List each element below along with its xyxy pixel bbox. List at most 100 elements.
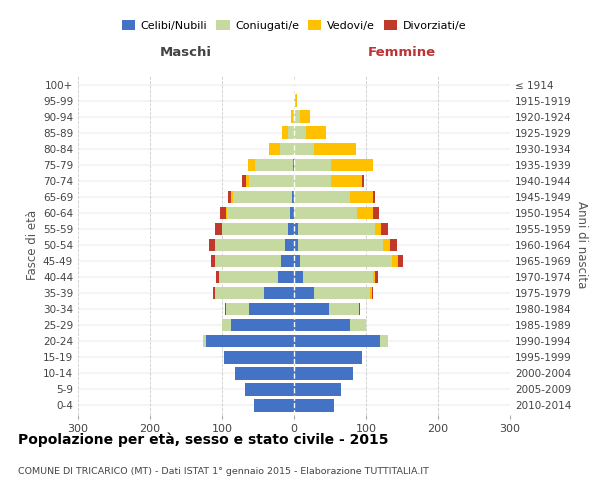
Bar — [292, 190, 294, 203]
Bar — [381, 222, 388, 235]
Bar — [209, 238, 215, 252]
Bar — [293, 110, 294, 123]
Y-axis label: Fasce di età: Fasce di età — [26, 210, 39, 280]
Bar — [226, 206, 227, 219]
Bar — [294, 110, 300, 123]
Bar — [248, 158, 255, 171]
Bar — [294, 367, 353, 380]
Bar — [298, 222, 376, 235]
Bar — [227, 206, 290, 219]
Bar — [374, 271, 378, 283]
Bar — [294, 174, 331, 187]
Bar — [373, 190, 376, 203]
Legend: Celibi/Nubili, Coniugati/e, Vedovi/e, Divorziati/e: Celibi/Nubili, Coniugati/e, Vedovi/e, Di… — [118, 16, 470, 36]
Bar — [295, 94, 297, 107]
Bar — [230, 319, 294, 332]
Bar — [331, 174, 362, 187]
Bar — [224, 351, 294, 364]
Bar — [305, 126, 326, 139]
Bar — [350, 319, 366, 332]
Bar — [283, 126, 288, 139]
Bar — [281, 255, 294, 268]
Text: COMUNE DI TRICARICO (MT) - Dati ISTAT 1° gennaio 2015 - Elaborazione TUTTITALIA.: COMUNE DI TRICARICO (MT) - Dati ISTAT 1°… — [18, 468, 429, 476]
Bar — [255, 158, 293, 171]
Bar — [294, 238, 298, 252]
Bar — [215, 287, 264, 300]
Bar — [294, 351, 362, 364]
Bar — [300, 255, 392, 268]
Bar — [380, 335, 388, 347]
Bar — [203, 335, 206, 347]
Bar — [362, 174, 364, 187]
Bar — [373, 271, 374, 283]
Bar — [350, 190, 373, 203]
Bar — [331, 158, 373, 171]
Bar — [300, 110, 310, 123]
Bar — [211, 255, 215, 268]
Bar — [294, 126, 305, 139]
Bar — [294, 383, 341, 396]
Bar — [293, 158, 294, 171]
Bar — [228, 190, 232, 203]
Bar — [294, 94, 295, 107]
Text: Femmine: Femmine — [368, 46, 436, 59]
Bar — [294, 287, 314, 300]
Bar — [298, 238, 383, 252]
Bar — [286, 238, 294, 252]
Bar — [219, 271, 278, 283]
Bar — [302, 271, 373, 283]
Bar — [398, 255, 403, 268]
Bar — [373, 206, 379, 219]
Bar — [370, 287, 372, 300]
Bar — [206, 335, 294, 347]
Bar — [222, 222, 288, 235]
Bar — [358, 206, 373, 219]
Bar — [269, 142, 280, 155]
Bar — [314, 287, 370, 300]
Bar — [250, 174, 294, 187]
Bar — [390, 238, 397, 252]
Bar — [294, 335, 380, 347]
Bar — [376, 222, 381, 235]
Bar — [392, 255, 398, 268]
Bar — [226, 303, 250, 316]
Bar — [235, 367, 294, 380]
Bar — [294, 255, 300, 268]
Bar — [220, 206, 226, 219]
Bar — [294, 303, 329, 316]
Bar — [294, 319, 350, 332]
Bar — [212, 287, 215, 300]
Bar — [264, 287, 294, 300]
Bar — [294, 399, 334, 411]
Bar — [245, 383, 294, 396]
Text: Popolazione per età, sesso e stato civile - 2015: Popolazione per età, sesso e stato civil… — [18, 432, 389, 447]
Bar — [215, 222, 222, 235]
Bar — [254, 399, 294, 411]
Bar — [232, 190, 233, 203]
Bar — [294, 222, 298, 235]
Bar — [294, 142, 314, 155]
Bar — [242, 174, 246, 187]
Bar — [215, 271, 219, 283]
Bar — [215, 255, 281, 268]
Bar — [233, 190, 292, 203]
Bar — [222, 319, 230, 332]
Bar — [288, 126, 294, 139]
Bar — [225, 303, 226, 316]
Bar — [215, 238, 286, 252]
Text: Maschi: Maschi — [160, 46, 212, 59]
Bar — [246, 174, 250, 187]
Bar — [329, 303, 359, 316]
Bar — [294, 271, 302, 283]
Bar — [294, 190, 350, 203]
Bar — [314, 142, 356, 155]
Bar — [288, 222, 294, 235]
Bar — [250, 303, 294, 316]
Bar — [372, 287, 373, 300]
Bar — [290, 206, 294, 219]
Bar — [359, 303, 360, 316]
Bar — [294, 206, 358, 219]
Bar — [280, 142, 294, 155]
Y-axis label: Anni di nascita: Anni di nascita — [575, 202, 588, 288]
Bar — [278, 271, 294, 283]
